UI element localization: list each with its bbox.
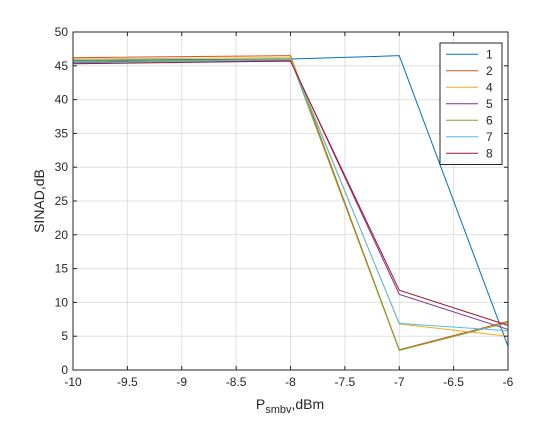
y-tick-label: 45 bbox=[55, 59, 69, 73]
tick-layer: -10 -9.5 -9 -8.5 -8 -7.5 -7 -6.5 -60510152025303… bbox=[55, 25, 514, 389]
series-layer bbox=[72, 55, 509, 351]
y-tick-label: 15 bbox=[55, 262, 69, 276]
y-tick-label: 25 bbox=[55, 194, 69, 208]
legend-label-1: 1 bbox=[486, 47, 493, 61]
x-axis-label: Psmbv,dBm bbox=[256, 396, 324, 416]
legend-label-7: 7 bbox=[486, 130, 493, 144]
series-line-7 bbox=[72, 59, 509, 332]
x-tick-label: -8 bbox=[285, 375, 296, 389]
legend-label-2: 2 bbox=[486, 64, 493, 78]
x-tick-label: -9 bbox=[176, 375, 187, 389]
y-tick-label: 10 bbox=[55, 295, 69, 309]
y-tick-label: 35 bbox=[55, 126, 69, 140]
x-tick-label: -6 bbox=[503, 375, 514, 389]
y-tick-label: 20 bbox=[55, 228, 69, 242]
y-tick-label: 40 bbox=[55, 93, 69, 107]
series-line-8 bbox=[72, 60, 509, 326]
legend-label-5: 5 bbox=[486, 97, 493, 111]
y-tick-label: 30 bbox=[55, 160, 69, 174]
x-tick-label: -7 bbox=[394, 375, 405, 389]
x-axis-label-main: P bbox=[256, 396, 265, 412]
x-tick-label: -6.5 bbox=[443, 375, 464, 389]
grid-layer bbox=[73, 32, 508, 370]
x-tick-label: -7.5 bbox=[335, 375, 356, 389]
y-axis-label: SINAD,dB bbox=[31, 169, 47, 233]
legend-label-4: 4 bbox=[486, 80, 493, 94]
series-line-6 bbox=[72, 58, 509, 351]
y-tick-label: 50 bbox=[55, 25, 69, 39]
x-axis-label-unit: ,dBm bbox=[291, 396, 324, 412]
x-tick-label: -9.5 bbox=[117, 375, 138, 389]
series-line-1 bbox=[72, 55, 509, 347]
x-tick-label: -10 bbox=[64, 375, 82, 389]
y-tick-label: 5 bbox=[61, 329, 68, 343]
legend-label-8: 8 bbox=[486, 146, 493, 160]
x-axis-label-subscript: smbv bbox=[265, 404, 292, 416]
y-tick-label: 0 bbox=[61, 363, 68, 377]
x-tick-label: -8.5 bbox=[226, 375, 247, 389]
series-line-2 bbox=[72, 55, 509, 351]
legend: 1 2 4 5 6 7 8 bbox=[439, 42, 503, 165]
legend-label-6: 6 bbox=[486, 113, 493, 127]
